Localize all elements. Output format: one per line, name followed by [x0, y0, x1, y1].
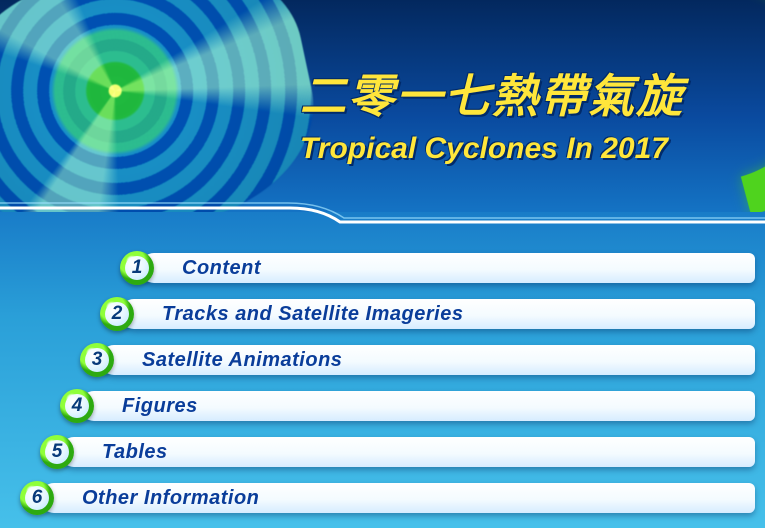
toc-item-tracks[interactable]: 2 Tracks and Satellite Imageries — [100, 296, 755, 332]
title-chinese: 二零一七熱帶氣旋 — [300, 60, 745, 126]
toc-label: Satellite Animations — [100, 345, 755, 375]
header-separator — [0, 200, 765, 230]
toc-badge-2: 2 — [100, 297, 134, 331]
toc-label: Tables — [60, 437, 755, 467]
toc-badge-4: 4 — [60, 389, 94, 423]
toc-badge-6: 6 — [20, 481, 54, 515]
header-banner: 二零一七熱帶氣旋 Tropical Cyclones In 2017 — [0, 0, 765, 212]
toc-label: Figures — [80, 391, 755, 421]
toc-badge-5: 5 — [40, 435, 74, 469]
title-block: 二零一七熱帶氣旋 Tropical Cyclones In 2017 — [300, 60, 745, 166]
toc-item-animations[interactable]: 3 Satellite Animations — [80, 342, 755, 378]
toc-item-content[interactable]: 1 Content — [120, 250, 755, 286]
cyclone-radar-image — [0, 0, 333, 212]
toc-menu: 1 Content 2 Tracks and Satellite Imageri… — [0, 250, 765, 528]
toc-item-figures[interactable]: 4 Figures — [60, 388, 755, 424]
toc-label: Other Information — [40, 483, 755, 513]
toc-label: Tracks and Satellite Imageries — [120, 299, 755, 329]
toc-badge-3: 3 — [80, 343, 114, 377]
toc-badge-1: 1 — [120, 251, 154, 285]
toc-label: Content — [140, 253, 755, 283]
title-english: Tropical Cyclones In 2017 — [300, 132, 745, 166]
toc-item-other[interactable]: 6 Other Information — [20, 480, 755, 516]
toc-item-tables[interactable]: 5 Tables — [40, 434, 755, 470]
